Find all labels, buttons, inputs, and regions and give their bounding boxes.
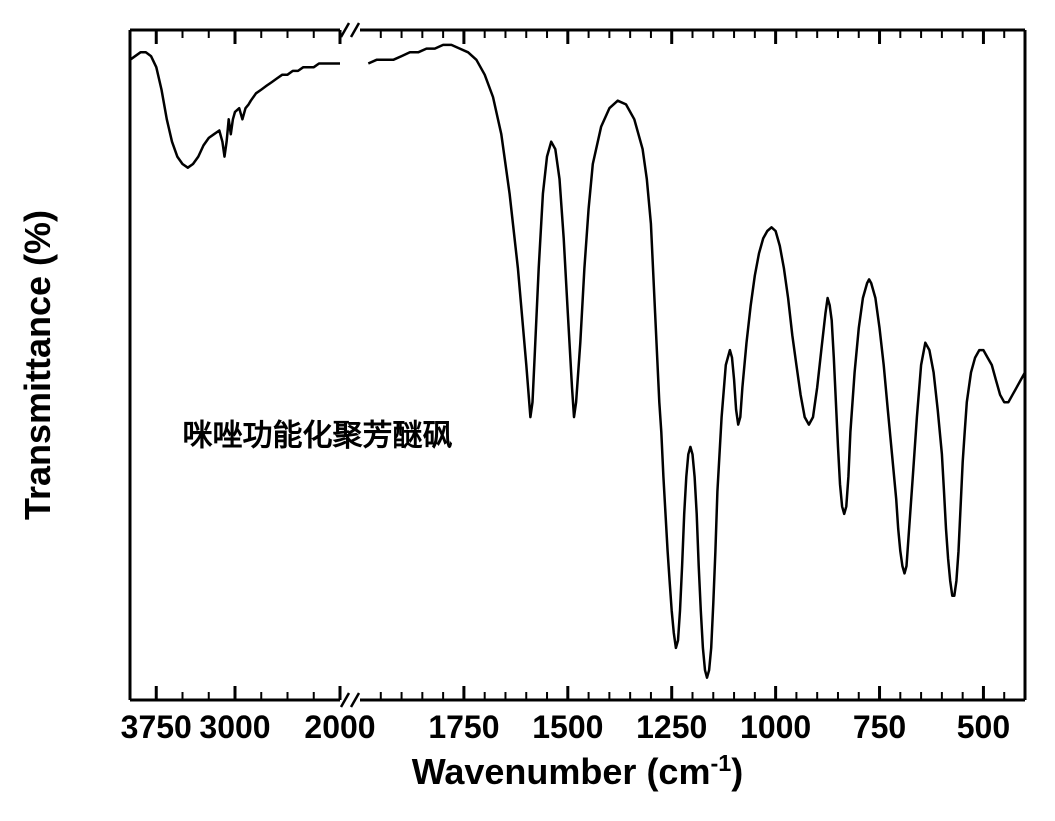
x-tick-label: 1000 [740, 709, 811, 745]
x-tick-label: 1250 [636, 709, 707, 745]
spectrum-line-right [368, 45, 1025, 678]
chart-svg: 37503000 2000 1750 1500 1250 1000 750 500 Wavenu… [0, 0, 1055, 821]
x-tick-label: 1750 [428, 709, 499, 745]
y-axis-label: Transmittance (%) [17, 210, 58, 520]
spectrum-line-left [130, 52, 340, 167]
x-tick-label: 750 [853, 709, 906, 745]
annotation-label: 咪唑功能化聚芳醚砜 [183, 419, 453, 452]
ir-spectrum-chart: 37503000 2000 1750 1500 1250 1000 750 500 Wavenu… [0, 0, 1055, 821]
x-tick-label: 3000 [199, 709, 270, 745]
x-tick-label: 1500 [532, 709, 603, 745]
x-tick-label: 3750 [121, 709, 192, 745]
x-tick-label: 2000 [304, 709, 375, 745]
x-axis-label: Wavenumber (cm-1) [412, 750, 744, 792]
x-tick-label: 500 [957, 709, 1010, 745]
